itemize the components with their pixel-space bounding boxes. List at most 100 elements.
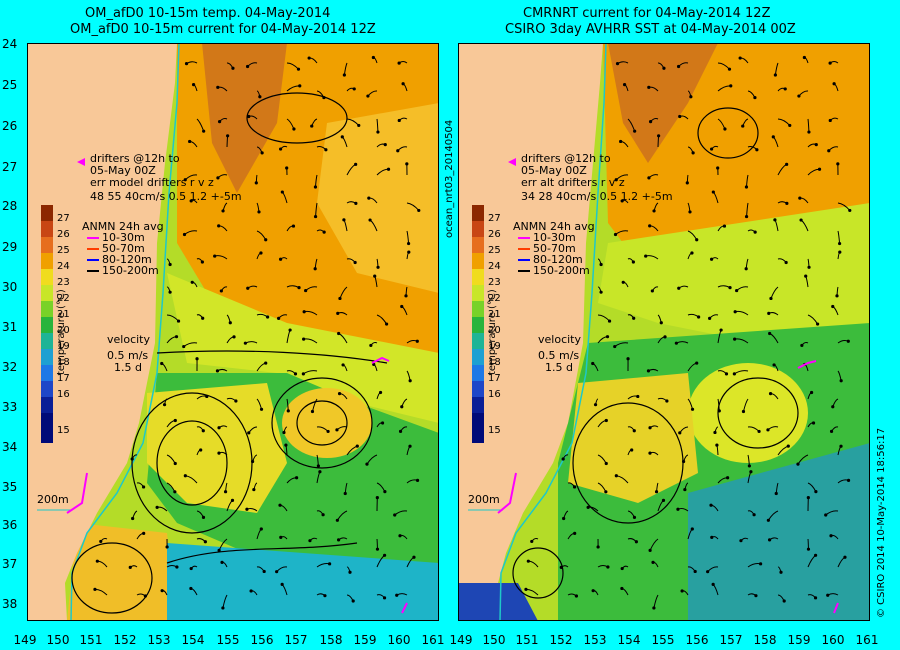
current-vector-head xyxy=(279,147,283,151)
current-vector-head xyxy=(183,474,187,478)
current-vector-head xyxy=(614,178,618,182)
lon-label: 149 xyxy=(449,633,473,647)
current-vector-head xyxy=(200,260,204,264)
current-vector-head xyxy=(659,321,663,325)
current-vector-head xyxy=(630,448,634,452)
current-vector-head xyxy=(307,56,311,60)
current-vector-head xyxy=(221,209,225,213)
current-vector-head xyxy=(648,548,652,552)
right-drifters-line1: drifters @12h to xyxy=(521,152,611,165)
current-vector-head xyxy=(205,394,209,399)
current-vector-head xyxy=(695,238,699,242)
current-vector-head xyxy=(182,232,187,237)
current-vector-head xyxy=(260,151,264,155)
current-vector-head xyxy=(216,176,220,180)
current-vector-head xyxy=(774,491,778,496)
current-vector-head xyxy=(380,421,385,425)
current-vector-head xyxy=(318,470,322,474)
current-vector-head xyxy=(832,82,836,86)
right-drifters-line4: 34 28 40cm/s 0.5 1.2 +-5m xyxy=(521,190,673,203)
current-vector-head xyxy=(408,379,412,383)
current-vector-head xyxy=(619,139,623,144)
current-vector-head xyxy=(313,214,318,219)
current-vector-head xyxy=(817,167,822,171)
current-vector-head xyxy=(313,267,317,271)
current-vector-head xyxy=(189,566,193,571)
current-vector-head xyxy=(378,390,383,395)
left-legend-3: 80-120m xyxy=(102,253,152,266)
current-vector-head xyxy=(838,250,842,254)
current-vector-head xyxy=(367,196,371,200)
current-vector-head xyxy=(562,516,566,521)
current-vector-head xyxy=(245,507,249,511)
current-vector-head xyxy=(759,562,763,566)
lon-label: 150 xyxy=(46,633,70,647)
current-vector-head xyxy=(301,372,305,376)
lon-label: 160 xyxy=(387,633,411,647)
colorbar-tick: 24 xyxy=(488,261,501,272)
current-vector-head xyxy=(614,474,618,478)
current-vector-head xyxy=(292,127,296,131)
current-vector-head xyxy=(716,166,720,170)
current-vector-head xyxy=(715,443,719,447)
lat-label: 37 xyxy=(2,557,18,571)
current-vector-head xyxy=(322,230,326,234)
current-vector-head xyxy=(654,490,659,494)
current-vector-head xyxy=(278,257,283,261)
current-vector-head xyxy=(400,304,404,309)
current-vector-head xyxy=(304,288,308,293)
current-vector-head xyxy=(316,464,320,468)
current-vector-head xyxy=(313,185,318,189)
lon-label: 153 xyxy=(147,633,171,647)
current-vector-head xyxy=(786,444,790,448)
current-vector-head xyxy=(173,461,177,466)
current-vector-head xyxy=(709,503,713,507)
current-vector-head xyxy=(798,196,802,200)
current-vector-head xyxy=(202,129,206,133)
current-vector-head xyxy=(681,459,686,464)
lon-label: 161 xyxy=(855,633,879,647)
current-vector-head xyxy=(176,319,181,323)
current-vector-head xyxy=(143,594,148,598)
current-vector-head xyxy=(710,535,714,539)
current-vector-head xyxy=(711,582,715,587)
current-vector-head xyxy=(262,569,266,574)
current-vector-head xyxy=(297,286,301,290)
current-vector-head xyxy=(724,372,729,376)
current-vector-head xyxy=(652,606,656,610)
current-vector-head xyxy=(708,316,712,320)
isobath-200m xyxy=(499,43,607,621)
current-vector-head xyxy=(95,559,99,563)
current-vector-head xyxy=(593,403,598,407)
current-vector-head xyxy=(397,61,401,65)
current-vector-head xyxy=(665,399,669,403)
current-vector-head xyxy=(689,95,693,99)
current-vector-head xyxy=(376,265,380,269)
left-velocity-label: velocity xyxy=(107,333,150,346)
current-vector-head xyxy=(768,331,772,336)
current-vector-head xyxy=(142,531,146,535)
current-vector-head xyxy=(779,570,783,574)
lat-label: 24 xyxy=(2,37,18,51)
current-vector-head xyxy=(647,85,651,89)
current-vector-head xyxy=(285,166,289,170)
left-title-line1: OM_afD0 10-15m temp. 04-May-2014 xyxy=(85,6,331,21)
current-vector-head xyxy=(355,444,359,448)
lon-label: 150 xyxy=(482,633,506,647)
current-vector-head xyxy=(223,490,228,494)
current-vector-head xyxy=(216,85,220,89)
current-streamlines xyxy=(71,92,388,614)
current-vector-head xyxy=(328,562,332,566)
current-vector-head xyxy=(259,527,263,531)
current-vector-head xyxy=(711,190,715,194)
colorbar-tick: 27 xyxy=(488,213,501,224)
current-vector-head xyxy=(530,539,534,544)
current-vector-head xyxy=(573,531,577,535)
current-vector-head xyxy=(354,201,358,205)
current-vector-head xyxy=(230,498,235,502)
current-vector-head xyxy=(766,518,770,522)
run-id-label: ocean_nrt03_20140504 xyxy=(444,119,455,238)
lon-label: 157 xyxy=(719,633,743,647)
panel-border xyxy=(27,43,439,621)
current-vector-head xyxy=(524,587,528,591)
